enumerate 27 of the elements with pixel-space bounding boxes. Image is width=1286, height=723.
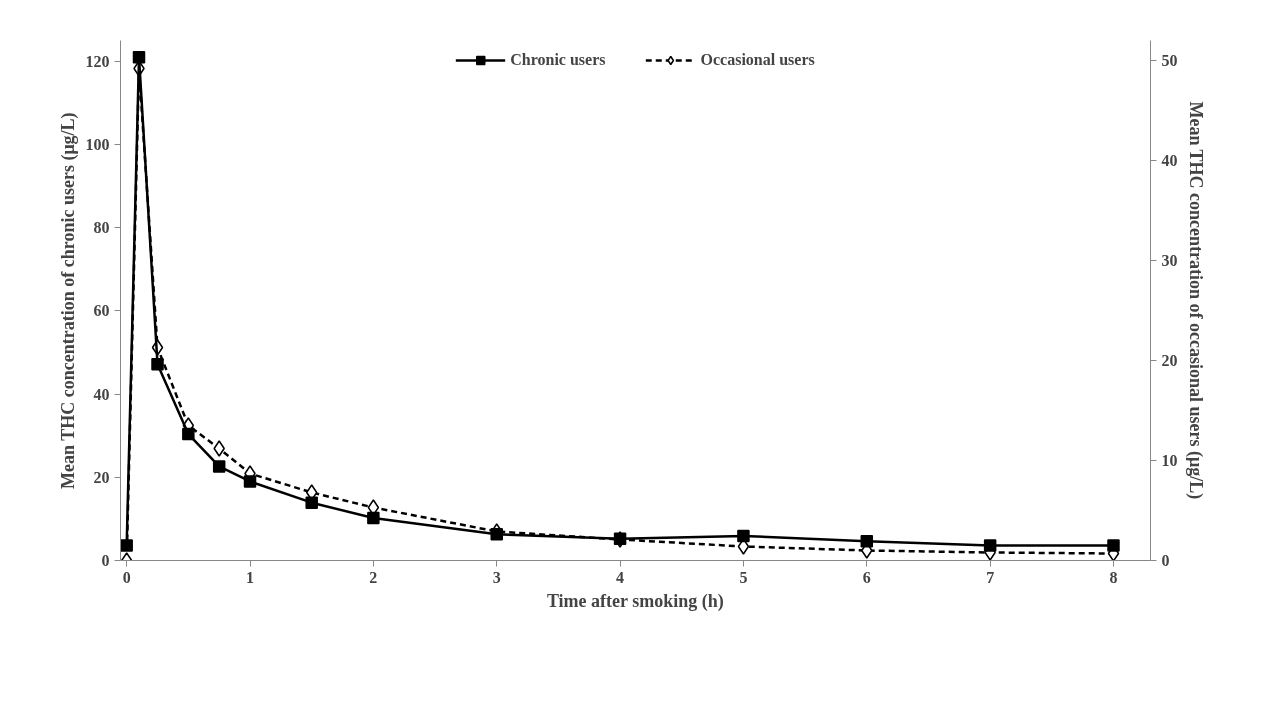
x-tick-label: 3 bbox=[492, 568, 501, 586]
y2-tick-label: 0 bbox=[1161, 552, 1170, 569]
y2-tick-label: 40 bbox=[1161, 152, 1178, 169]
legend-label: Occasional users bbox=[700, 51, 815, 69]
y-axis-title: Mean THC concentration of chronic users (μg/L) bbox=[57, 112, 79, 489]
y2-tick-label: 50 bbox=[1161, 52, 1178, 69]
y2-tick-label: 20 bbox=[1161, 352, 1178, 369]
x-tick-label: 1 bbox=[246, 568, 255, 586]
y2-tick-label: 10 bbox=[1161, 452, 1178, 469]
x-tick-label: 0 bbox=[122, 568, 131, 586]
y2-tick-label: 30 bbox=[1161, 252, 1178, 269]
x-tick-label: 4 bbox=[616, 568, 625, 586]
y-tick-label: 40 bbox=[93, 385, 110, 403]
x-tick-label: 5 bbox=[739, 568, 748, 586]
y-tick-label: 0 bbox=[101, 552, 110, 569]
y-tick-label: 80 bbox=[93, 219, 110, 237]
y2-axis-title: Mean THC concentration of occasional users (μg/L) bbox=[1184, 101, 1206, 500]
x-axis-title: Time after smoking (h) bbox=[546, 590, 724, 612]
x-tick-label: 2 bbox=[369, 568, 378, 586]
legend-label: Chronic users bbox=[510, 51, 606, 69]
y-tick-label: 100 bbox=[85, 136, 110, 153]
x-tick-label: 7 bbox=[986, 568, 995, 586]
x-tick-label: 8 bbox=[1109, 568, 1118, 586]
y-tick-label: 20 bbox=[93, 468, 110, 486]
y-tick-label: 60 bbox=[93, 302, 110, 320]
y-tick-label: 120 bbox=[85, 52, 110, 70]
x-tick-label: 6 bbox=[862, 568, 871, 586]
